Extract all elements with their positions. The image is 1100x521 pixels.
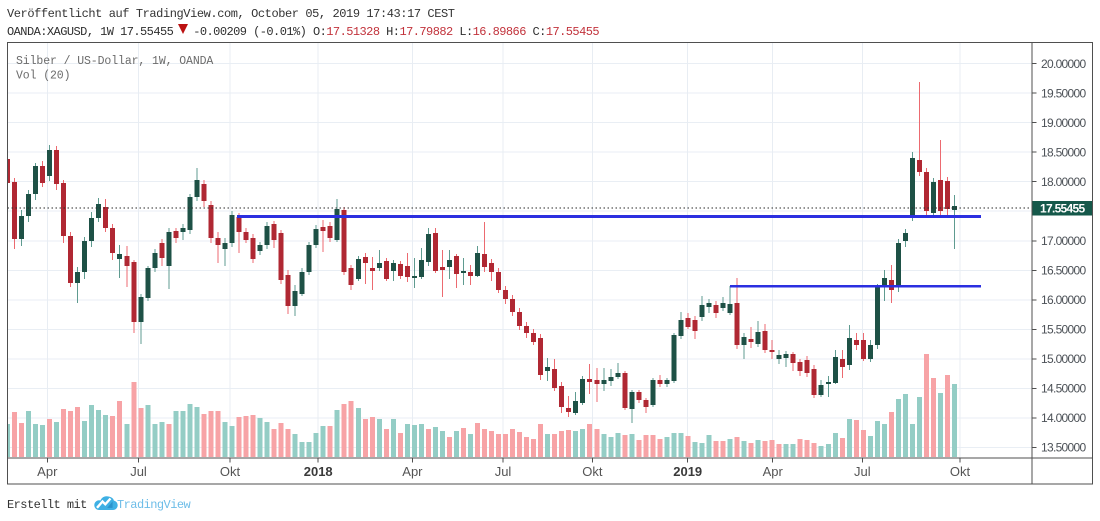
svg-text:Okt: Okt [582,464,603,479]
svg-text:Jul: Jul [854,464,871,479]
svg-text:19.50000: 19.50000 [1041,86,1086,100]
svg-text:16.00000: 16.00000 [1041,293,1086,307]
svg-text:Jul: Jul [495,464,512,479]
svg-text:20.00000: 20.00000 [1041,57,1086,71]
svg-text:Apr: Apr [763,464,784,479]
svg-text:17.00000: 17.00000 [1041,234,1086,248]
svg-text:15.00000: 15.00000 [1041,352,1086,366]
svg-text:Silber / US-Dollar, 1W, OANDA: Silber / US-Dollar, 1W, OANDA [16,55,213,68]
svg-text:2019: 2019 [673,464,702,479]
svg-text:15.50000: 15.50000 [1041,323,1086,337]
svg-text:18.50000: 18.50000 [1041,145,1086,159]
svg-text:Vol (20): Vol (20) [16,70,70,83]
svg-text:14.50000: 14.50000 [1041,382,1086,396]
svg-text:18.00000: 18.00000 [1041,175,1086,189]
svg-text:17.55455: 17.55455 [1040,201,1085,215]
svg-text:14.00000: 14.00000 [1041,411,1086,425]
svg-text:2018: 2018 [304,464,333,479]
svg-text:19.00000: 19.00000 [1041,116,1086,130]
svg-text:Okt: Okt [950,464,971,479]
svg-text:Apr: Apr [37,464,58,479]
svg-text:16.50000: 16.50000 [1041,264,1086,278]
svg-text:Jul: Jul [130,464,147,479]
svg-text:Okt: Okt [220,464,241,479]
svg-text:Apr: Apr [402,464,423,479]
svg-text:13.50000: 13.50000 [1041,441,1086,455]
